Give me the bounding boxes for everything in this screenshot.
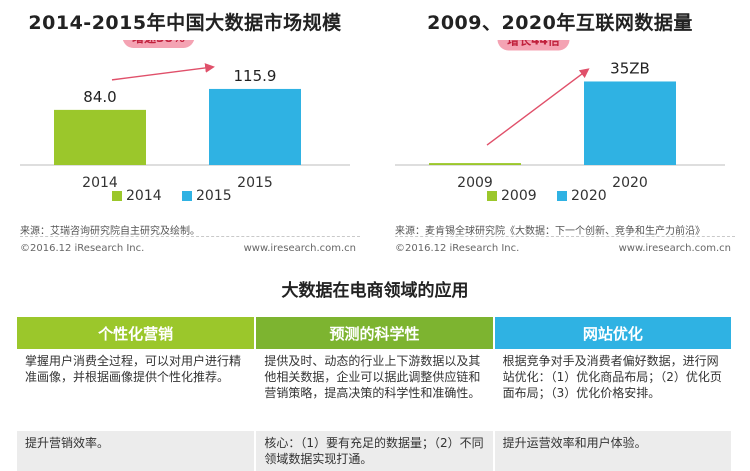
table-cell: 提升营销效率。 — [17, 431, 257, 471]
annotation-label: 增长44倍 — [507, 40, 560, 47]
chart-title: 2009、2020年互联网数据量 — [427, 12, 693, 34]
bar-2009 — [429, 163, 521, 165]
bar-2020 — [584, 81, 676, 165]
table-cell: 提升运营效率和用户体验。 — [493, 431, 734, 471]
data-label: 35ZB — [610, 59, 650, 77]
website-link[interactable]: www.iresearch.com.cn — [618, 243, 731, 254]
application-table: 个性化营销 预测的科学性 网站优化 掌握用户消费全过程，可以对用户进行精准画像，… — [17, 317, 734, 471]
trend-arrow — [111, 63, 215, 81]
chart-title: 2014-2015年中国大数据市场规模 — [28, 12, 342, 34]
legend-label: 2020 — [571, 188, 607, 204]
annotation-bubble — [497, 40, 570, 51]
table-cell: 核心：（1）要有充足的数据量；（2）不同领域数据实现打通。 — [255, 431, 495, 471]
legend-swatch — [487, 191, 497, 201]
tick-label: 2014 — [82, 175, 118, 191]
table-header-row: 个性化营销 预测的科学性 网站优化 — [17, 317, 734, 349]
legend-swatch — [557, 191, 567, 201]
copyright: ©2016.12 iResearch Inc. — [395, 243, 520, 254]
table-cell: 提供及时、动态的行业上下游数据以及其他相关数据，企业可以据此调整供应链和营销策略… — [255, 349, 495, 431]
header-personalized-marketing: 个性化营销 — [17, 317, 257, 349]
market-size-chart: 84.0 2014 115.9 2015 增速38% 2014 2015 — [20, 40, 350, 204]
source-note: 来源：麦肯锡全球研究院《大数据：下一个创新、竞争和生产力前沿》 — [395, 226, 705, 237]
website-link[interactable]: www.iresearch.com.cn — [243, 243, 356, 254]
header-website-optimization: 网站优化 — [493, 317, 734, 349]
divider — [20, 236, 360, 237]
annotation-bubble — [122, 40, 195, 48]
legend-label: 2009 — [501, 188, 537, 204]
tick-label: 2015 — [237, 175, 273, 191]
data-volume-panel: 2009、2020年互联网数据量 2009 35ZB 2020 增长44倍 2009 20… — [375, 0, 745, 262]
data-label: 84.0 — [83, 88, 116, 106]
section-title: 大数据在电商领域的应用 — [281, 281, 469, 301]
legend-label: 2014 — [126, 188, 162, 204]
source-note: 来源：艾瑞咨询研究院自主研究及绘制。 — [20, 226, 200, 237]
market-size-panel: 2014-2015年中国大数据市场规模 84.0 2014 115.9 2015 增速3… — [0, 0, 370, 262]
header-forecast-science: 预测的科学性 — [255, 317, 495, 349]
legend-label: 2015 — [196, 188, 232, 204]
copyright: ©2016.12 iResearch Inc. — [20, 243, 145, 254]
table-row: 提升营销效率。 核心：（1）要有充足的数据量；（2）不同领域数据实现打通。 提升… — [17, 431, 734, 471]
tick-label: 2020 — [612, 175, 648, 191]
divider — [395, 236, 735, 237]
trend-arrow — [486, 68, 590, 146]
data-label: 115.9 — [234, 67, 277, 85]
legend-swatch — [112, 191, 122, 201]
tick-label: 2009 — [457, 175, 493, 191]
annotation-label: 增速38% — [132, 40, 185, 45]
legend-swatch — [182, 191, 192, 201]
bar-2015 — [209, 88, 301, 165]
data-volume-chart: 2009 35ZB 2020 增长44倍 2009 2020 — [395, 40, 725, 204]
table-row: 掌握用户消费全过程，可以对用户进行精准画像，并根据画像提供个性化推荐。 提供及时… — [17, 349, 734, 431]
bar-2014 — [54, 109, 146, 165]
table-cell: 根据竞争对手及消费者偏好数据，进行网站优化：（1）优化商品布局；（2）优化页面布… — [493, 349, 734, 431]
table-cell: 掌握用户消费全过程，可以对用户进行精准画像，并根据画像提供个性化推荐。 — [17, 349, 257, 431]
